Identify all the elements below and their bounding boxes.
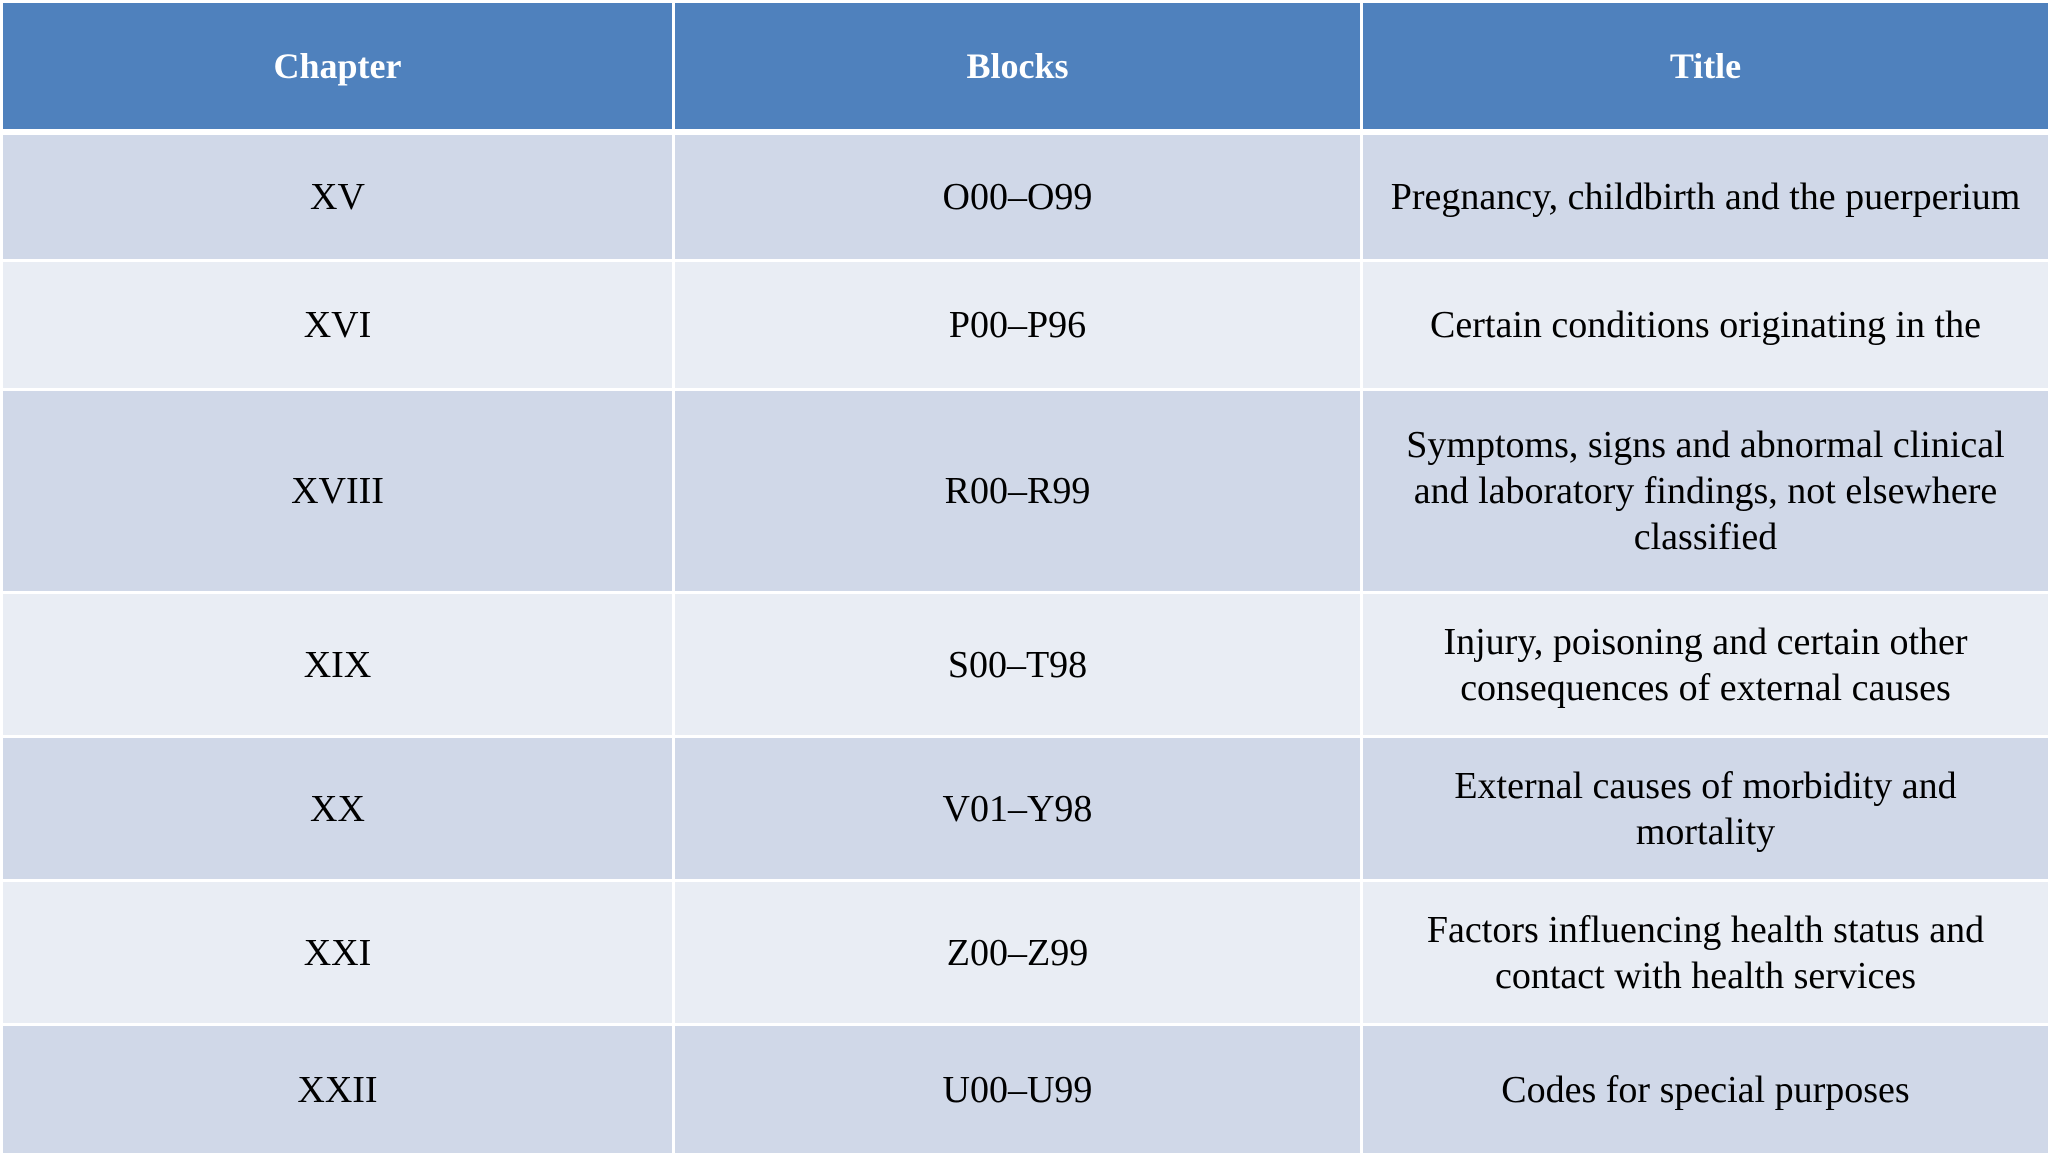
header-title: Title	[1362, 2, 2048, 132]
cell-title: Factors influencing health status and co…	[1362, 881, 2048, 1025]
cell-title: Injury, poisoning and certain other cons…	[1362, 593, 2048, 737]
cell-chapter: XVIII	[2, 390, 674, 593]
table-row: XVI P00–P96 Certain conditions originati…	[2, 261, 2048, 390]
cell-title: Pregnancy, childbirth and the puerperium	[1362, 132, 2048, 261]
cell-blocks: V01–Y98	[674, 737, 1362, 881]
cell-title: Symptoms, signs and abnormal clinical an…	[1362, 390, 2048, 593]
cell-blocks: Z00–Z99	[674, 881, 1362, 1025]
table-row: XVIII R00–R99 Symptoms, signs and abnorm…	[2, 390, 2048, 593]
cell-blocks: P00–P96	[674, 261, 1362, 390]
table-row: XIX S00–T98 Injury, poisoning and certai…	[2, 593, 2048, 737]
header-row: Chapter Blocks Title	[2, 2, 2048, 132]
table-row: XV O00–O99 Pregnancy, childbirth and the…	[2, 132, 2048, 261]
table-row: XXII U00–U99 Codes for special purposes	[2, 1025, 2048, 1155]
header-blocks: Blocks	[674, 2, 1362, 132]
cell-chapter: XXI	[2, 881, 674, 1025]
cell-title: Codes for special purposes	[1362, 1025, 2048, 1155]
cell-title: External causes of morbidity and mortali…	[1362, 737, 2048, 881]
cell-chapter: XIX	[2, 593, 674, 737]
table-row: XXI Z00–Z99 Factors influencing health s…	[2, 881, 2048, 1025]
table-row: XX V01–Y98 External causes of morbidity …	[2, 737, 2048, 881]
cell-blocks: U00–U99	[674, 1025, 1362, 1155]
cell-chapter: XVI	[2, 261, 674, 390]
cell-chapter: XX	[2, 737, 674, 881]
cell-chapter: XV	[2, 132, 674, 261]
cell-blocks: O00–O99	[674, 132, 1362, 261]
cell-blocks: R00–R99	[674, 390, 1362, 593]
header-chapter: Chapter	[2, 2, 674, 132]
cell-chapter: XXII	[2, 1025, 674, 1155]
cell-blocks: S00–T98	[674, 593, 1362, 737]
cell-title: Certain conditions originating in the	[1362, 261, 2048, 390]
